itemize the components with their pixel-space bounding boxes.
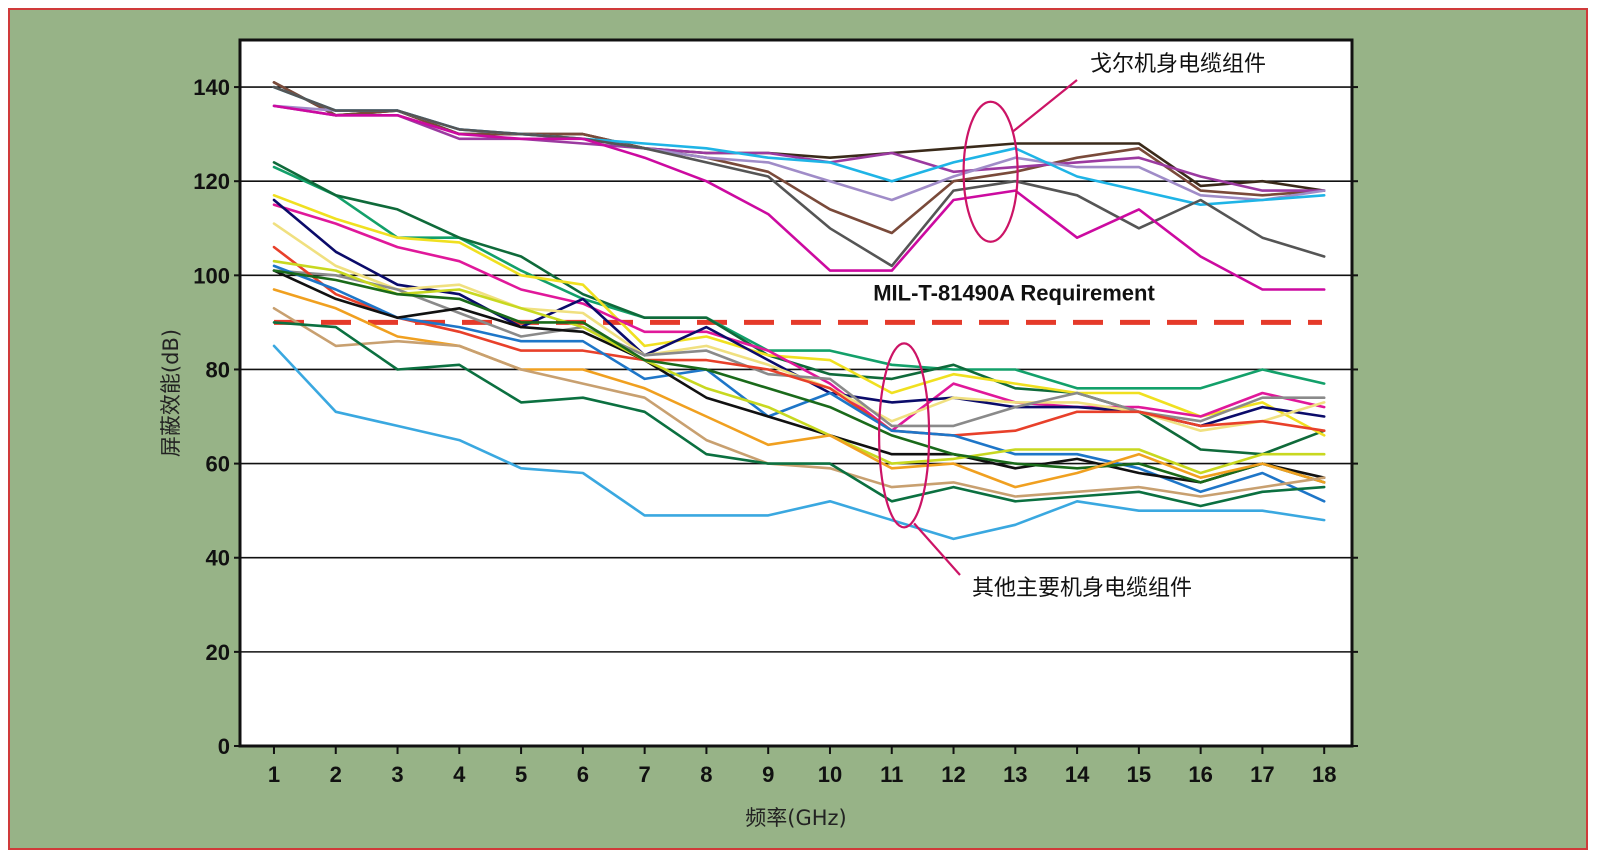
y-tick-label: 80 xyxy=(206,357,230,382)
series-line-19 xyxy=(272,269,1326,484)
series-line-7 xyxy=(272,104,1326,291)
x-tick-label: 14 xyxy=(1065,762,1090,787)
requirement-line-group: MIL-T-81490A Requirement xyxy=(274,280,1322,325)
x-tick-label: 12 xyxy=(941,762,965,787)
x-tick-label: 7 xyxy=(639,762,651,787)
x-tick-label: 2 xyxy=(330,762,342,787)
x-tick-label: 15 xyxy=(1127,762,1151,787)
x-tick-label: 1 xyxy=(268,762,280,787)
x-tick-label: 6 xyxy=(577,762,589,787)
series-line-10 xyxy=(272,194,1326,437)
x-tick-label: 9 xyxy=(762,762,774,787)
series-line-11 xyxy=(272,203,1326,432)
x-tick-label: 3 xyxy=(391,762,403,787)
y-axis-label: 屏蔽效能(dB) xyxy=(159,329,183,457)
others-leader-line xyxy=(913,522,961,576)
x-tick-label: 18 xyxy=(1312,762,1336,787)
requirement-label: MIL-T-81490A Requirement xyxy=(873,280,1155,305)
series-line-16 xyxy=(272,264,1326,503)
series-line-9 xyxy=(272,161,1326,456)
series-line-8 xyxy=(272,165,1326,390)
x-tick-label: 10 xyxy=(818,762,842,787)
series-line-6 xyxy=(272,85,1326,268)
y-tick-label: 100 xyxy=(193,263,230,288)
series-line-18 xyxy=(272,259,1326,475)
gore-ellipse xyxy=(962,100,1019,243)
x-tick-label: 17 xyxy=(1250,762,1274,787)
y-tick-label: 60 xyxy=(206,452,230,477)
x-tick-label: 16 xyxy=(1188,762,1212,787)
x-tick-label: 13 xyxy=(1003,762,1027,787)
y-tick-label: 40 xyxy=(206,546,230,571)
gore-annotation: 戈尔机身电缆组件 xyxy=(1090,52,1266,77)
x-tick-label: 4 xyxy=(453,762,466,787)
y-tick-label: 140 xyxy=(193,75,230,100)
series-line-15 xyxy=(272,245,1326,437)
series-line-17 xyxy=(272,269,1326,484)
series-line-3 xyxy=(272,104,1326,192)
others-ellipse xyxy=(878,342,931,529)
y-tick-label: 20 xyxy=(206,640,230,665)
series-group xyxy=(272,81,1326,541)
x-axis-ticks: 1 2 3 4 5 6 7 8 9 10 11 12 13 14 15 16 17 18 xyxy=(268,746,1336,787)
x-tick-label: 8 xyxy=(700,762,712,787)
series-line-22 xyxy=(272,321,1326,508)
x-tick-label: 11 xyxy=(880,762,903,787)
x-axis-label: 频率(GHz) xyxy=(745,806,846,830)
gore-leader-line xyxy=(1011,79,1078,133)
y-tick-label: 120 xyxy=(193,169,230,194)
y-tick-label: 0 xyxy=(218,734,230,759)
plot-area xyxy=(238,38,1354,748)
series-line-23 xyxy=(272,344,1326,541)
series-line-21 xyxy=(272,307,1326,498)
others-annotation: 其他主要机身电缆组件 xyxy=(972,576,1192,601)
x-tick-label: 5 xyxy=(515,762,527,787)
y-axis-ticks: 0 20 40 60 80 100 120 140 xyxy=(193,75,1358,759)
